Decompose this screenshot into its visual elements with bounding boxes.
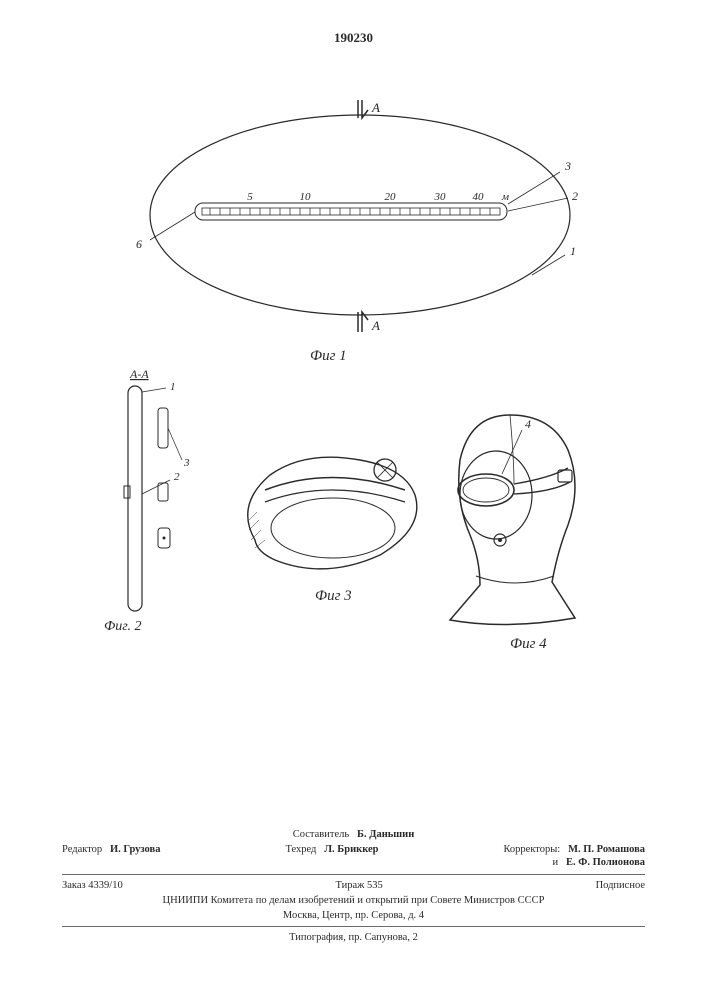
fig4-caption: Фиг 4 xyxy=(510,636,547,652)
scale-val-5: 5 xyxy=(247,191,253,203)
corrector-joiner: и xyxy=(553,857,559,868)
fig2-section-title: А-А xyxy=(129,367,149,381)
figures-block: А А xyxy=(90,100,630,660)
rule-1 xyxy=(62,874,645,875)
callout-6: 6 xyxy=(136,237,142,251)
scale-val-20: 20 xyxy=(385,191,397,203)
fig2-callout-3: 3 xyxy=(183,457,190,469)
fig2-callout-2: 2 xyxy=(174,471,180,483)
techred-name: Л. Бриккер xyxy=(324,844,378,855)
scale-val-30: 30 xyxy=(434,191,447,203)
printer-line: Типография, пр. Сапунова, 2 xyxy=(62,931,645,944)
scale-unit: м xyxy=(501,191,509,203)
fig2-caption: Фиг. 2 xyxy=(104,619,142,634)
document-number: 190230 xyxy=(334,30,373,46)
editor-label: Редактор xyxy=(62,844,102,855)
compiler-name: Б. Даньшин xyxy=(357,829,414,840)
colophon: Составитель Б. Даньшин Редактор И. Грузо… xyxy=(62,826,645,946)
fig2: А-А 1 3 2 Фиг. 2 xyxy=(104,367,190,634)
corrector-name-2: Е. Ф. Полионова xyxy=(566,857,645,868)
org-line-2: Москва, Центр, пр. Серова, д. 4 xyxy=(62,909,645,922)
editor-name: И. Грузова xyxy=(110,844,160,855)
corrector-name-1: М. П. Ромашова xyxy=(568,844,645,855)
corrector-label: Корректоры: xyxy=(503,844,560,855)
techred-label: Техред xyxy=(285,844,316,855)
fig1-caption: Фиг 1 xyxy=(310,348,347,364)
callout-2: 2 xyxy=(572,189,578,203)
callout-3: 3 xyxy=(564,159,571,173)
fig1: А А xyxy=(136,100,578,364)
rule-2 xyxy=(62,926,645,927)
org-line-1: ЦНИИПИ Комитета по делам изобретений и о… xyxy=(62,894,645,907)
fig4: 4 Фиг 4 xyxy=(450,415,575,652)
page: 190230 А А xyxy=(0,0,707,1000)
fig4-callout-4: 4 xyxy=(525,417,531,431)
scale-val-10: 10 xyxy=(300,191,312,203)
scale-val-40: 40 xyxy=(473,191,485,203)
fig2-callout-1: 1 xyxy=(170,381,176,393)
figures-svg: А А xyxy=(90,100,630,660)
fig3: Фиг 3 xyxy=(248,457,417,604)
section-label-top: А xyxy=(371,100,380,115)
tirage: Тираж 535 xyxy=(335,879,382,892)
order-number: Заказ 4339/10 xyxy=(62,879,123,892)
fig3-caption: Фиг 3 xyxy=(315,588,352,604)
subscription: Подписное xyxy=(596,879,645,892)
callout-1: 1 xyxy=(570,244,576,258)
compiler-label: Составитель xyxy=(293,829,349,840)
section-label-bot: А xyxy=(371,318,380,333)
